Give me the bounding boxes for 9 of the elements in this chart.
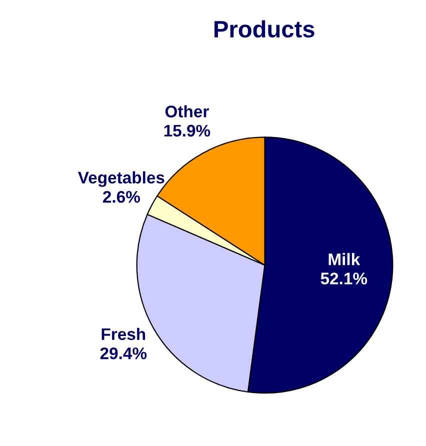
slice-label: Milk [328, 253, 360, 266]
slice-label: Fresh [102, 328, 146, 340]
data-label: 15.9% [164, 124, 210, 137]
data-label: 2.6% [103, 190, 140, 203]
data-label: 52.1% [320, 272, 368, 284]
slice-label: Other [165, 105, 209, 118]
chart-title: Products [214, 20, 314, 38]
slice-label: Vegetables [78, 171, 164, 187]
data-label: 29.4% [100, 347, 147, 360]
